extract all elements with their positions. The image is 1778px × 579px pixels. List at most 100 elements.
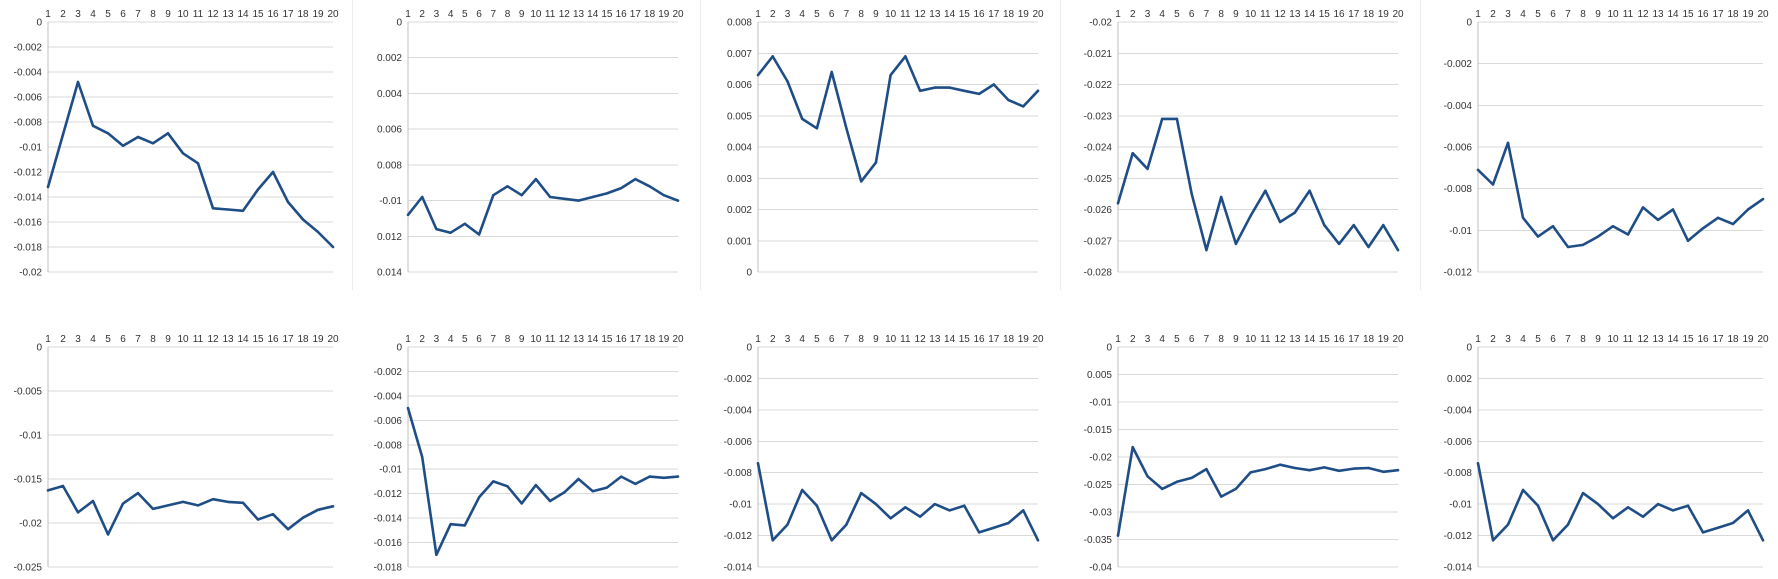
data-point xyxy=(76,80,80,84)
y-tick-label: -0.021 xyxy=(1084,49,1113,60)
y-tick-label: -0.008 xyxy=(1444,184,1473,195)
x-tick-label: 4 xyxy=(448,9,454,20)
x-tick-label: 17 xyxy=(1712,334,1724,345)
data-point xyxy=(1686,504,1690,507)
x-tick-label: 17 xyxy=(988,334,1000,345)
data-point xyxy=(301,218,305,221)
x-tick-label: 17 xyxy=(1712,9,1724,20)
data-point xyxy=(181,152,185,155)
data-point xyxy=(1382,223,1385,227)
x-tick-label: 6 xyxy=(829,9,835,20)
x-tick-label: 1 xyxy=(1115,334,1121,345)
data-point xyxy=(331,505,335,508)
x-tick-label: 12 xyxy=(559,334,571,345)
x-tick-label: 10 xyxy=(530,9,542,20)
x-tick-label: 13 xyxy=(929,9,941,20)
data-point xyxy=(874,161,878,164)
data-point xyxy=(1022,509,1025,512)
data-point xyxy=(286,527,290,531)
series-line xyxy=(46,484,335,536)
data-point xyxy=(1205,467,1208,471)
data-point xyxy=(1521,216,1525,220)
x-tick-label: 12 xyxy=(1275,334,1287,345)
data-point xyxy=(151,507,155,511)
x-tick-label: 19 xyxy=(1018,334,1030,345)
data-point xyxy=(1131,152,1134,155)
x-tick-label: 1 xyxy=(1115,9,1121,20)
x-tick-label: 9 xyxy=(873,9,879,20)
data-point xyxy=(577,477,580,481)
x-tick-label: 19 xyxy=(1378,334,1390,345)
data-point xyxy=(449,231,452,234)
y-tick-label: -0.014 xyxy=(14,193,43,204)
y-tick-label: -0.016 xyxy=(374,538,403,549)
y-tick-label: -0.014 xyxy=(1444,563,1473,574)
data-point xyxy=(801,117,804,121)
x-tick-label: 13 xyxy=(573,334,585,345)
x-tick-label: 18 xyxy=(297,9,309,20)
x-tick-label: 16 xyxy=(1697,334,1709,345)
data-point xyxy=(1656,502,1660,506)
y-tick-label: -0.008 xyxy=(724,468,753,479)
data-point xyxy=(1671,509,1675,512)
x-tick-label: 4 xyxy=(799,334,805,345)
x-tick-label: 18 xyxy=(1363,9,1375,20)
data-point xyxy=(196,504,200,507)
x-tick-label: 8 xyxy=(1580,9,1586,20)
x-tick-label: 10 xyxy=(177,334,189,345)
y-tick-label: 0.001 xyxy=(727,236,752,247)
x-tick-label: 12 xyxy=(1637,334,1649,345)
data-point xyxy=(520,194,523,197)
x-tick-label: 11 xyxy=(193,9,204,20)
x-tick-label: 17 xyxy=(282,334,294,345)
y-tick-label: -0.02 xyxy=(19,268,42,279)
data-point xyxy=(1671,208,1675,211)
x-tick-label: 1 xyxy=(405,9,411,20)
data-point xyxy=(256,188,260,191)
panel-separator xyxy=(1420,0,1421,290)
x-tick-label: 17 xyxy=(630,334,642,345)
x-tick-label: 15 xyxy=(252,334,264,345)
x-tick-label: 6 xyxy=(120,9,126,20)
x-tick-label: 13 xyxy=(573,9,585,20)
data-point xyxy=(106,533,110,536)
x-tick-label: 3 xyxy=(1145,9,1151,20)
y-tick-label: -0.025 xyxy=(1084,480,1113,491)
y-tick-label: 0 xyxy=(396,343,402,354)
x-tick-label: 9 xyxy=(519,9,525,20)
data-point xyxy=(1116,202,1120,205)
data-point xyxy=(591,490,594,493)
x-tick-label: 3 xyxy=(785,9,791,20)
data-point xyxy=(1701,227,1705,230)
x-tick-label: 9 xyxy=(165,334,171,345)
x-tick-label: 20 xyxy=(327,9,339,20)
y-tick-label: 0.003 xyxy=(727,174,752,185)
line-chart-10: 0 0.002 -0.004 -0.006 -0.008 -0.01 -0.012 -0.01… xyxy=(1430,325,1775,575)
x-tick-label: 9 xyxy=(165,9,171,20)
x-tick-label: 9 xyxy=(1233,334,1239,345)
line-chart-6: 0 -0.005 -0.01 -0.015 -0.02 -0.025 1 2 3 4 5 6 7 8 9 10… xyxy=(0,325,345,575)
data-point xyxy=(619,475,623,478)
data-point xyxy=(211,498,215,501)
x-tick-label: 3 xyxy=(75,334,81,345)
x-tick-label: 20 xyxy=(672,334,684,345)
x-tick-label: 1 xyxy=(755,9,761,20)
y-tick-label: 0.005 xyxy=(1087,370,1112,381)
data-point xyxy=(1701,531,1705,534)
data-point xyxy=(1536,504,1540,507)
line-chart-1: 0 -0.002 -0.004 -0.006 -0.008 -0.01 -0.012 -0.0… xyxy=(0,0,345,280)
data-point xyxy=(648,185,651,188)
data-point xyxy=(830,539,833,542)
x-tick-label: 12 xyxy=(207,9,219,20)
data-point xyxy=(1308,189,1311,192)
data-point xyxy=(477,233,481,236)
x-tick-label: 8 xyxy=(505,9,511,20)
chart-svg-9: 0 0.005 -0.01 -0.015 -0.02 -0.025 -0.03 -0.035 -… xyxy=(1084,334,1404,574)
y-tick-label: -0.027 xyxy=(1084,236,1113,247)
data-point xyxy=(771,539,774,542)
x-tick-label: 19 xyxy=(658,9,670,20)
x-tick-label: 11 xyxy=(193,334,204,345)
x-tick-label: 16 xyxy=(973,334,985,345)
y-tick-label: 0.002 xyxy=(1447,374,1472,385)
y-tick-label: -0.01 xyxy=(19,143,42,154)
